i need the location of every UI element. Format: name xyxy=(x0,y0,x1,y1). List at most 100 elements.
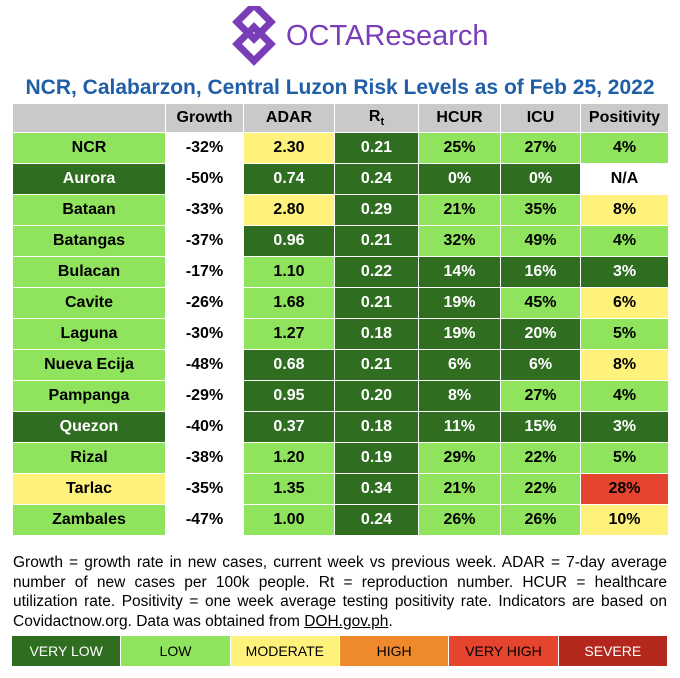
cell: 27% xyxy=(500,380,581,412)
footnote: Growth = growth rate in new cases, curre… xyxy=(13,553,667,631)
cell: 5% xyxy=(580,442,669,474)
row-label: Cavite xyxy=(12,287,166,319)
cell: 0.21 xyxy=(334,349,419,381)
cell: 27% xyxy=(500,132,581,164)
legend: VERY LOW LOW MODERATE HIGH VERY HIGH SEVERE xyxy=(12,636,668,666)
cell: 0.22 xyxy=(334,256,419,288)
cell: 0.74 xyxy=(243,163,335,195)
cell: -29% xyxy=(165,380,244,412)
table-row: Laguna -30% 1.27 0.18 19% 20% 5% xyxy=(12,318,669,350)
cell: 3% xyxy=(580,411,669,443)
column-header: ICU xyxy=(500,103,581,133)
cell: 11% xyxy=(418,411,501,443)
cell: 5% xyxy=(580,318,669,350)
cell: 1.27 xyxy=(243,318,335,350)
footnote-link: DOH.gov.ph xyxy=(304,612,389,630)
cell: -50% xyxy=(165,163,244,195)
header-row: Growth ADAR Rt HCUR ICU Positivity xyxy=(12,103,669,133)
cell: 0.20 xyxy=(334,380,419,412)
cell: 45% xyxy=(500,287,581,319)
table-row: Tarlac -35% 1.35 0.34 21% 22% 28% xyxy=(12,473,669,505)
table-row: NCR -32% 2.30 0.21 25% 27% 4% xyxy=(12,132,669,164)
cell: 32% xyxy=(418,225,501,257)
row-label: Nueva Ecija xyxy=(12,349,166,381)
cell: 22% xyxy=(500,442,581,474)
cell: 22% xyxy=(500,473,581,505)
footnote-text: Growth = growth rate in new cases, curre… xyxy=(13,554,667,630)
row-label: Bataan xyxy=(12,194,166,226)
cell: -37% xyxy=(165,225,244,257)
cell: 0.34 xyxy=(334,473,419,505)
table-row: Cavite -26% 1.68 0.21 19% 45% 6% xyxy=(12,287,669,319)
cell: 35% xyxy=(500,194,581,226)
table-row: Rizal -38% 1.20 0.19 29% 22% 5% xyxy=(12,442,669,474)
cell: 26% xyxy=(500,504,581,536)
column-header-text: Growth xyxy=(176,109,233,126)
cell: 1.68 xyxy=(243,287,335,319)
legend-item: SEVERE xyxy=(558,636,668,666)
cell: 14% xyxy=(418,256,501,288)
column-header: Positivity xyxy=(580,103,669,133)
cell: 0% xyxy=(418,163,501,195)
cell: 0.37 xyxy=(243,411,335,443)
cell: 0.21 xyxy=(334,132,419,164)
column-header-text: R xyxy=(368,107,381,125)
row-label: Bulacan xyxy=(12,256,166,288)
table-row: Quezon -40% 0.37 0.18 11% 15% 3% xyxy=(12,411,669,443)
cell: -33% xyxy=(165,194,244,226)
footnote-end: . xyxy=(388,612,393,630)
cell: -30% xyxy=(165,318,244,350)
row-label: Batangas xyxy=(12,225,166,257)
cell: 6% xyxy=(418,349,501,381)
cell: 28% xyxy=(580,473,669,505)
cell: 1.00 xyxy=(243,504,335,536)
column-header-sub: t xyxy=(380,116,385,129)
cell: 6% xyxy=(580,287,669,319)
table-row: Pampanga -29% 0.95 0.20 8% 27% 4% xyxy=(12,380,669,412)
cell: 1.35 xyxy=(243,473,335,505)
cell: 2.80 xyxy=(243,194,335,226)
row-label: Rizal xyxy=(12,442,166,474)
legend-item: VERY LOW xyxy=(12,636,122,666)
cell: 0.18 xyxy=(334,411,419,443)
row-label: Laguna xyxy=(12,318,166,350)
column-header-text: ADAR xyxy=(265,109,313,126)
table-row: Bulacan -17% 1.10 0.22 14% 16% 3% xyxy=(12,256,669,288)
row-label: NCR xyxy=(12,132,166,164)
cell: -32% xyxy=(165,132,244,164)
cell: 26% xyxy=(418,504,501,536)
cell: 8% xyxy=(580,194,669,226)
legend-item: LOW xyxy=(121,636,231,666)
cell: 0.68 xyxy=(243,349,335,381)
logo-mark xyxy=(232,6,276,66)
cell: 4% xyxy=(580,225,669,257)
cell: 0.21 xyxy=(334,225,419,257)
cell: 0.24 xyxy=(334,163,419,195)
cell: 19% xyxy=(418,318,501,350)
cell: 21% xyxy=(418,473,501,505)
table-row: Aurora -50% 0.74 0.24 0% 0% N/A xyxy=(12,163,669,195)
column-header-text: ICU xyxy=(526,109,555,126)
cell: 1.10 xyxy=(243,256,335,288)
cell: -17% xyxy=(165,256,244,288)
column-header-text: Positivity xyxy=(588,109,661,126)
legend-item: VERY HIGH xyxy=(449,636,559,666)
row-label: Quezon xyxy=(12,411,166,443)
cell: 0.96 xyxy=(243,225,335,257)
cell: -35% xyxy=(165,473,244,505)
cell: 2.30 xyxy=(243,132,335,164)
table-row: Zambales -47% 1.00 0.24 26% 26% 10% xyxy=(12,504,669,536)
cell: 1.20 xyxy=(243,442,335,474)
column-header: HCUR xyxy=(418,103,501,133)
cell: 0.95 xyxy=(243,380,335,412)
cell: 21% xyxy=(418,194,501,226)
cell: 8% xyxy=(418,380,501,412)
row-label: Zambales xyxy=(12,504,166,536)
cell: 0.18 xyxy=(334,318,419,350)
cell: 29% xyxy=(418,442,501,474)
column-header: Rt xyxy=(334,103,419,133)
cell: -47% xyxy=(165,504,244,536)
row-label: Aurora xyxy=(12,163,166,195)
cell: N/A xyxy=(580,163,669,195)
